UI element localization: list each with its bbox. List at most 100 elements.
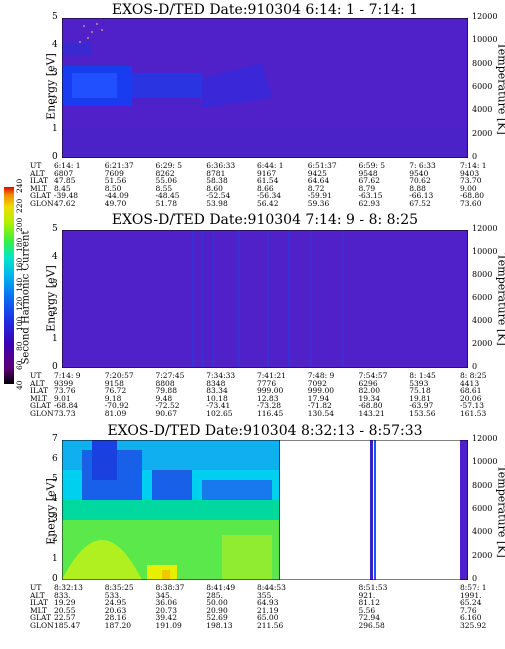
panel-2-title: EXOS-D/TED Date:910304 7:14: 9 - 8: 8:25: [111, 212, 419, 228]
ephemeris-value: 75.18: [409, 386, 431, 396]
ephemeris-value: -57.13: [460, 401, 485, 411]
ephemeris-value: 7:48: 9: [307, 371, 335, 380]
ephemeris-value: 70.62: [409, 176, 431, 186]
ephemeris-value: 5.56: [358, 605, 376, 615]
panel-1-ylabel: Energy [eV]: [44, 53, 58, 120]
ephemeris-value: 9167: [257, 168, 277, 178]
ephemeris-value: 6:21:37: [104, 161, 134, 170]
y-tick-label: 4: [52, 40, 58, 50]
ephemeris-value: 9399: [54, 378, 74, 388]
ephemeris-value: 8348: [206, 378, 226, 388]
ephemeris-value: 143.21: [358, 409, 385, 418]
ephemeris-value: 76.72: [104, 386, 127, 396]
y-tick-label: 0: [52, 574, 58, 584]
y2-tick-label: 2000: [472, 550, 493, 560]
ephemeris-value: 285.: [206, 590, 223, 600]
panel-2-plot: [62, 230, 468, 368]
y-tick-label: 6: [52, 454, 58, 464]
ephemeris-value: 9425: [307, 168, 327, 178]
ephemeris-row-label: GLON: [30, 199, 54, 208]
ephemeris-value: 4413: [460, 378, 480, 388]
ephemeris-value: 19.34: [358, 393, 380, 403]
ephemeris-value: 198.13: [206, 621, 233, 630]
y2-tick-label: 10000: [472, 247, 498, 256]
ephemeris-value: 90.67: [155, 409, 177, 418]
y2-tick-label: 0: [472, 362, 478, 371]
ephemeris-value: 833.: [54, 590, 71, 600]
ephemeris-value: 7092: [307, 378, 327, 388]
ephemeris-value: 8: 8:25: [460, 371, 487, 380]
ephemeris-value: 355.: [257, 590, 274, 600]
ephemeris-value: 9.00: [460, 183, 477, 193]
ephemeris-value: 116.45: [257, 409, 284, 418]
ephemeris-value: 28.16: [104, 613, 127, 623]
ephemeris-value: 1991.: [460, 590, 482, 600]
ephemeris-row-label: UT: [30, 583, 42, 592]
ephemeris-value: 9158: [104, 378, 124, 388]
y2-tick-label: 6000: [472, 504, 493, 513]
y-tick-label: 5: [52, 12, 58, 22]
ephemeris-value: 65.24: [460, 598, 482, 608]
ephemeris-value: 55.06: [155, 176, 177, 186]
ephemeris-value: 20.73: [155, 605, 177, 615]
ephemeris-value: 161.53: [460, 409, 487, 418]
ephemeris-value: 185.47: [54, 621, 81, 630]
ephemeris-value: 50.00: [206, 598, 228, 608]
ephemeris-value: 56.42: [257, 199, 279, 208]
ephemeris-value: 49.70: [104, 199, 127, 208]
ephemeris-value: 6:29: 5: [155, 161, 183, 170]
ephemeris-value: 22.57: [54, 613, 76, 623]
y2-tick-label: 12000: [472, 12, 498, 21]
ephemeris-value: 81.09: [104, 409, 127, 418]
ephemeris-value: 7.76: [460, 605, 477, 615]
ephemeris-value: 6.160: [460, 613, 482, 623]
panel-1-title: EXOS-D/TED Date:910304 6:14: 1 - 7:14: 1: [111, 2, 419, 18]
ephemeris-value: -73.41: [206, 401, 231, 411]
ephemeris-value: 296.58: [358, 621, 385, 630]
ephemeris-row-label: MLT: [30, 183, 48, 193]
ephemeris-value: 82.00: [358, 386, 380, 396]
ephemeris-value: 8.55: [155, 183, 173, 193]
ephemeris-value: 8:57: 1: [460, 583, 487, 592]
ephemeris-value: 153.56: [409, 409, 436, 418]
y2-tick-label: 0: [472, 152, 478, 161]
ephemeris-value: 64.64: [307, 176, 330, 186]
ephemeris-row-label: MLT: [30, 393, 48, 403]
ephemeris-row-label: GLAT: [30, 191, 51, 201]
y2-tick-label: 12000: [472, 434, 498, 443]
ephemeris-value: 8:35:25: [104, 583, 134, 592]
ephemeris-value: 8.50: [104, 183, 122, 193]
ephemeris-value: 47.62: [54, 199, 76, 208]
y-tick-label: 1: [52, 124, 58, 134]
ephemeris-value: 79.88: [155, 386, 177, 396]
ephemeris-row-label: ALT: [30, 168, 45, 178]
ephemeris-value: -68.80: [358, 401, 383, 411]
y-tick-label: 5: [52, 474, 58, 484]
ephemeris-value: 53.98: [206, 199, 228, 208]
colorbar-tick-label: 40: [15, 380, 24, 390]
ephemeris-value: 6:14: 1: [54, 161, 81, 170]
ephemeris-value: -48.45: [155, 191, 180, 201]
ephemeris-value: 102.65: [206, 409, 233, 418]
y2-tick-label: 8000: [472, 480, 493, 490]
ephemeris-value: 8: 1:45: [409, 371, 436, 380]
ephemeris-value: 8781: [206, 168, 226, 178]
colorbar: [4, 187, 14, 384]
y2-tick-label: 4000: [472, 105, 493, 115]
colorbar-gradient: [4, 187, 14, 384]
ephemeris-value: 8:32:13: [54, 583, 83, 592]
ephemeris-value: 52.69: [206, 613, 228, 623]
panel-2-y2label: Temperature [K]: [495, 253, 505, 346]
ephemeris-value: 73.73: [54, 409, 76, 418]
ephemeris-value: 6296: [358, 378, 378, 388]
ephemeris-value: 73.76: [54, 386, 76, 396]
y-tick-label: 0: [52, 362, 58, 372]
ephemeris-value: -73.28: [257, 401, 282, 411]
panel-2-ylabel: Energy [eV]: [44, 265, 58, 332]
ephemeris-value: 6807: [54, 168, 74, 178]
ephemeris-value: 8:41:49: [206, 583, 236, 592]
y-tick-label: 7: [52, 434, 58, 444]
y2-tick-label: 2000: [472, 128, 493, 138]
ephemeris-value: 51.56: [104, 176, 127, 186]
colorbar-tick-label: 220: [15, 198, 24, 213]
